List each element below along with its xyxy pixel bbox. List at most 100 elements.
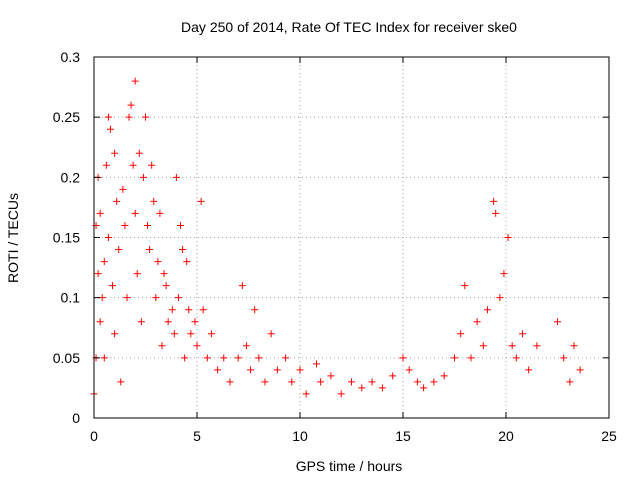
data-point — [220, 354, 228, 362]
data-point — [234, 354, 242, 362]
data-point — [174, 294, 182, 302]
data-point — [500, 270, 508, 278]
data-point — [156, 209, 164, 217]
data-point — [131, 77, 139, 85]
data-point — [100, 258, 108, 266]
data-point — [160, 270, 168, 278]
data-point — [267, 330, 275, 338]
data-point — [570, 342, 578, 350]
data-point — [554, 318, 561, 326]
data-point — [247, 366, 255, 374]
data-point — [261, 378, 269, 386]
data-point — [348, 378, 355, 386]
data-point — [185, 306, 193, 314]
data-point — [317, 378, 325, 386]
data-point — [115, 246, 123, 254]
data-point — [214, 366, 222, 374]
data-point — [135, 149, 143, 157]
data-point — [197, 197, 205, 205]
data-point — [560, 354, 568, 362]
data-point — [119, 185, 127, 193]
x-axis-ticks: 0 5 10 15 20 25 — [90, 57, 617, 444]
data-point — [172, 173, 180, 181]
data-point — [183, 258, 191, 266]
y-tick-label: 0.2 — [61, 169, 81, 185]
data-point — [100, 354, 108, 362]
data-point — [193, 342, 201, 350]
chart-title: Day 250 of 2014, Rate Of TEC Index for r… — [181, 19, 517, 35]
data-point — [125, 113, 133, 121]
data-point — [255, 354, 263, 362]
data-point — [146, 246, 154, 254]
data-point — [467, 354, 475, 362]
x-tick-label: 15 — [395, 428, 411, 444]
data-point — [207, 330, 215, 338]
x-tick-label: 20 — [498, 428, 514, 444]
data-point — [525, 366, 533, 374]
data-point — [117, 378, 125, 386]
data-point — [168, 306, 176, 314]
y-tick-label: 0.15 — [53, 230, 80, 246]
data-point — [273, 366, 281, 374]
data-point — [170, 330, 178, 338]
data-point — [430, 378, 438, 386]
data-point — [405, 366, 413, 374]
y-tick-label: 0.3 — [61, 49, 81, 65]
data-point — [302, 390, 310, 398]
data-point — [420, 384, 428, 392]
data-point — [179, 246, 187, 254]
data-point — [242, 342, 250, 350]
data-point — [162, 282, 170, 290]
data-point — [533, 342, 541, 350]
data-point — [154, 258, 162, 266]
data-point — [504, 234, 512, 241]
data-point — [104, 234, 112, 241]
y-tick-label: 0.05 — [53, 350, 80, 366]
data-point — [123, 294, 131, 302]
data-point — [399, 354, 407, 362]
y-axis-ticks: 0 0.05 0.1 0.15 0.2 0.25 0.3 — [53, 49, 609, 426]
data-point — [451, 354, 458, 362]
data-point — [378, 384, 386, 392]
data-point — [121, 221, 129, 229]
data-point — [327, 372, 335, 380]
data-point — [164, 318, 172, 326]
data-point — [518, 330, 526, 338]
data-point — [288, 378, 296, 386]
data-point — [150, 197, 158, 205]
data-point — [282, 354, 290, 362]
data-point — [104, 113, 112, 121]
data-point — [496, 294, 504, 302]
data-point — [129, 161, 137, 169]
data-point — [368, 378, 376, 386]
x-axis-title: GPS time / hours — [296, 458, 403, 474]
data-point — [226, 378, 234, 386]
data-point — [106, 125, 114, 133]
y-tick-label: 0 — [72, 410, 80, 426]
data-point — [490, 197, 498, 205]
data-point — [152, 294, 160, 302]
data-point — [296, 366, 304, 374]
data-point — [113, 197, 121, 205]
x-tick-label: 5 — [193, 428, 201, 444]
data-point — [96, 318, 104, 326]
data-point — [389, 372, 397, 380]
data-point — [479, 342, 487, 350]
x-tick-label: 25 — [601, 428, 617, 444]
data-point — [457, 330, 465, 338]
data-point — [187, 330, 195, 338]
data-point — [94, 270, 102, 278]
data-point — [191, 318, 199, 326]
data-point — [177, 221, 185, 229]
data-point — [199, 306, 207, 314]
data-point — [131, 209, 139, 217]
data-point — [127, 101, 135, 109]
data-point — [181, 354, 189, 362]
data-point — [312, 360, 320, 368]
y-axis-title: ROTI / TECUs — [5, 193, 21, 283]
data-point — [111, 330, 119, 338]
y-tick-label: 0.25 — [53, 109, 80, 125]
data-point — [461, 282, 469, 290]
data-point — [337, 390, 345, 398]
